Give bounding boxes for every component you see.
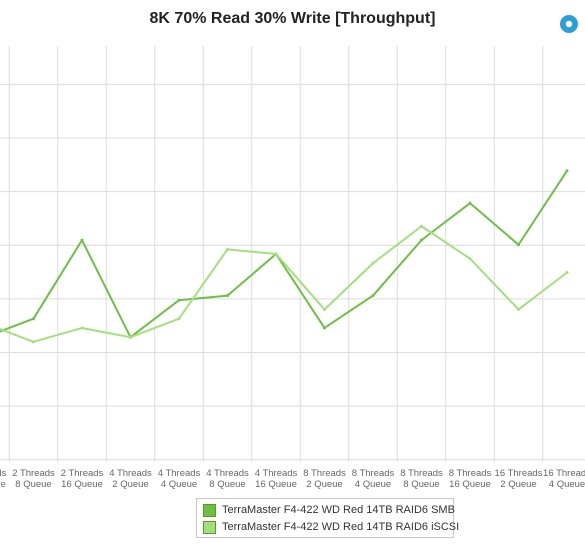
data-point-1 bbox=[129, 335, 132, 339]
data-point-1 bbox=[517, 307, 520, 311]
legend-label-smb: TerraMaster F4-422 WD Red 14TB RAID6 SMB bbox=[222, 504, 455, 516]
series-line-0 bbox=[0, 170, 568, 339]
data-point-0 bbox=[468, 201, 472, 205]
legend-item-iscsi[interactable]: TerraMaster F4-422 WD Red 14TB RAID6 iSC… bbox=[203, 519, 459, 535]
data-point-1 bbox=[565, 270, 569, 274]
chart-legend: TerraMaster F4-422 WD Red 14TB RAID6 SMB… bbox=[196, 498, 459, 538]
data-point-1 bbox=[371, 261, 375, 265]
data-point-0 bbox=[226, 294, 229, 298]
data-point-0 bbox=[80, 238, 84, 242]
x-tick-label: 16 Threads 2 Queue bbox=[495, 468, 543, 490]
data-point-0 bbox=[177, 298, 181, 302]
data-point-1 bbox=[420, 224, 423, 228]
x-tick-label: 8 Threads 2 Queue bbox=[303, 468, 346, 490]
legend-swatch-iscsi bbox=[203, 520, 216, 534]
data-point-1 bbox=[274, 252, 278, 256]
data-point-0 bbox=[565, 169, 569, 173]
data-point-1 bbox=[32, 340, 35, 344]
x-tick-label: 4 Threads 4 Queue bbox=[158, 468, 201, 490]
data-point-0 bbox=[420, 238, 423, 242]
x-tick-label: 4 Threads 8 Queue bbox=[206, 468, 249, 490]
data-point-0 bbox=[517, 243, 520, 247]
x-tick-label: 4 Threads 16 Queue bbox=[255, 468, 298, 490]
data-point-1 bbox=[226, 247, 229, 251]
data-point-0 bbox=[323, 326, 326, 330]
x-tick-label: 2 Threads 16 Queue bbox=[61, 468, 104, 490]
legend-label-iscsi: TerraMaster F4-422 WD Red 14TB RAID6 iSC… bbox=[222, 521, 460, 533]
x-tick-label: 8 Threads 4 Queue bbox=[352, 468, 395, 490]
x-tick-label: 8 Threads 16 Queue bbox=[449, 468, 492, 490]
series-line-1 bbox=[0, 225, 568, 343]
legend-swatch-smb bbox=[203, 503, 216, 517]
data-point-1 bbox=[323, 307, 326, 311]
data-point-1 bbox=[80, 326, 84, 330]
x-tick-label: 4 Threads 2 Queue bbox=[109, 468, 152, 490]
legend-item-smb[interactable]: TerraMaster F4-422 WD Red 14TB RAID6 SMB bbox=[203, 502, 455, 518]
data-point-1 bbox=[177, 317, 181, 321]
data-point-0 bbox=[371, 294, 375, 298]
chart-menu-icon[interactable] bbox=[559, 14, 579, 34]
data-point-1 bbox=[468, 257, 472, 261]
chart-title: 8K 70% Read 30% Write [Throughput] bbox=[149, 10, 436, 27]
data-point-0 bbox=[32, 317, 35, 321]
x-tick-label: 8 Threads 8 Queue bbox=[400, 468, 443, 490]
x-tick-label: 2 Threads 8 Queue bbox=[12, 468, 55, 490]
